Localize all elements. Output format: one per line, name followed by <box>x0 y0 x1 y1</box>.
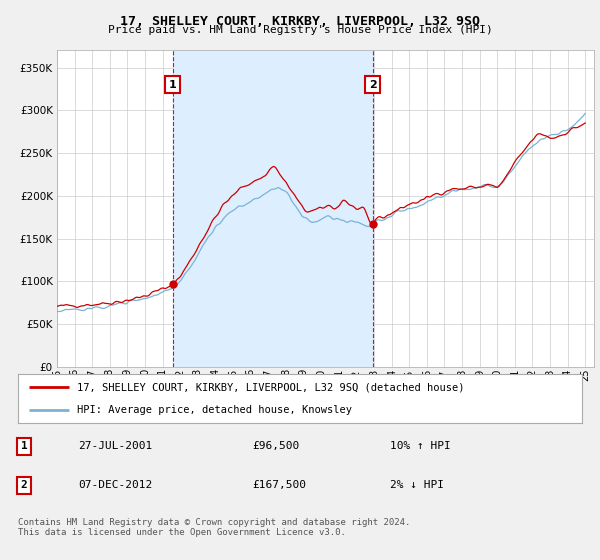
Text: 2: 2 <box>20 480 28 490</box>
Text: 2: 2 <box>369 80 377 90</box>
Text: Price paid vs. HM Land Registry's House Price Index (HPI): Price paid vs. HM Land Registry's House … <box>107 25 493 35</box>
Bar <box>173 50 373 367</box>
Text: 2% ↓ HPI: 2% ↓ HPI <box>390 480 444 490</box>
Text: 17, SHELLEY COURT, KIRKBY, LIVERPOOL, L32 9SQ: 17, SHELLEY COURT, KIRKBY, LIVERPOOL, L3… <box>120 15 480 27</box>
Text: Contains HM Land Registry data © Crown copyright and database right 2024.
This d: Contains HM Land Registry data © Crown c… <box>18 518 410 538</box>
Text: 27-JUL-2001: 27-JUL-2001 <box>78 441 152 451</box>
Text: 1: 1 <box>20 441 28 451</box>
Text: HPI: Average price, detached house, Knowsley: HPI: Average price, detached house, Know… <box>77 405 352 416</box>
Text: 10% ↑ HPI: 10% ↑ HPI <box>390 441 451 451</box>
Text: £167,500: £167,500 <box>252 480 306 490</box>
Text: 17, SHELLEY COURT, KIRKBY, LIVERPOOL, L32 9SQ (detached house): 17, SHELLEY COURT, KIRKBY, LIVERPOOL, L3… <box>77 382 465 393</box>
Text: 1: 1 <box>169 80 176 90</box>
Text: 07-DEC-2012: 07-DEC-2012 <box>78 480 152 490</box>
Text: £96,500: £96,500 <box>252 441 299 451</box>
